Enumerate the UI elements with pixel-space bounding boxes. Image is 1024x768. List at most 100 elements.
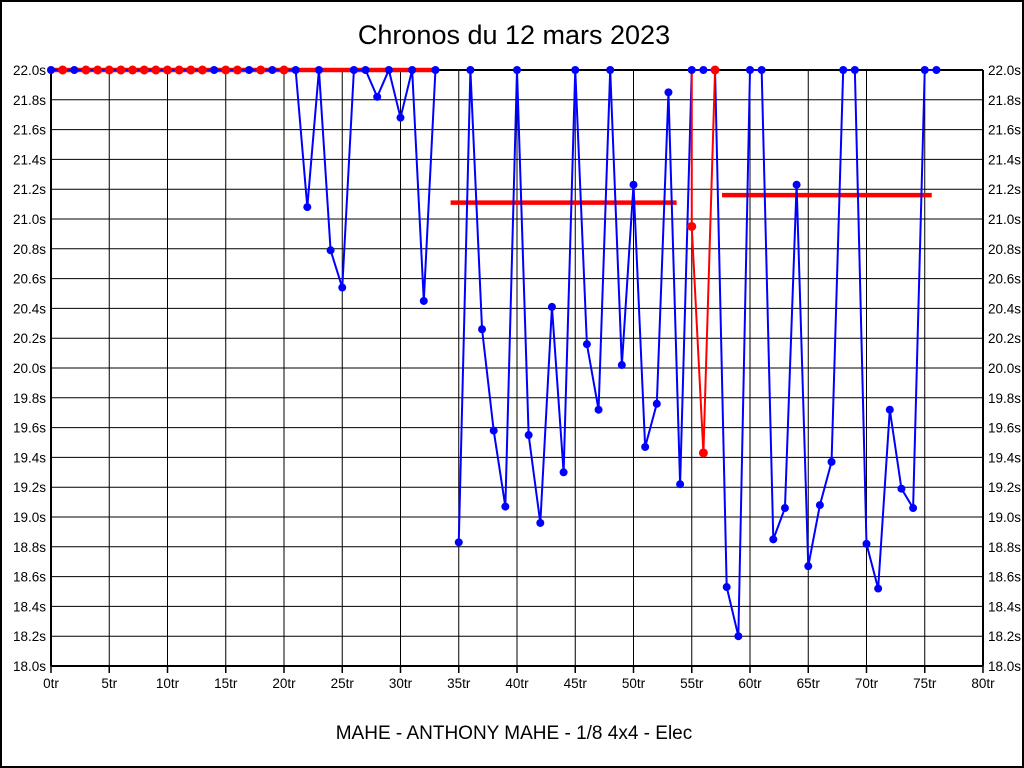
lap-point bbox=[501, 502, 510, 511]
lap-point bbox=[815, 501, 824, 510]
red-top-marker bbox=[116, 65, 126, 75]
y-axis-label-right: 19.4s bbox=[988, 450, 1021, 465]
red-top-marker bbox=[58, 65, 68, 75]
x-axis-label: 65tr bbox=[797, 676, 821, 691]
y-axis-label-right: 19.8s bbox=[988, 391, 1021, 406]
red-top-marker bbox=[81, 65, 91, 75]
chart-footer: MAHE - ANTHONY MAHE - 1/8 4x4 - Elec bbox=[335, 723, 693, 744]
lap-point bbox=[629, 180, 638, 189]
lap-point bbox=[466, 66, 475, 74]
y-axis-label-left: 20.8s bbox=[13, 242, 46, 257]
lap-point bbox=[687, 66, 696, 74]
y-axis-label-left: 18.8s bbox=[13, 540, 46, 555]
y-axis-label-right: 19.2s bbox=[988, 480, 1021, 495]
lap-point bbox=[699, 66, 708, 74]
lap-point bbox=[536, 518, 545, 527]
y-axis-label-left: 18.0s bbox=[13, 659, 46, 674]
y-axis-label-left: 18.2s bbox=[13, 629, 46, 644]
lap-times-run-2-line bbox=[457, 69, 937, 637]
y-axis-label-right: 20.6s bbox=[988, 272, 1021, 287]
x-axis-label: 15tr bbox=[214, 676, 238, 691]
lap-point bbox=[582, 340, 591, 349]
red-top-marker bbox=[151, 65, 161, 75]
y-axis-label-right: 19.0s bbox=[988, 510, 1021, 525]
lap-point bbox=[326, 246, 335, 255]
red-lap-point bbox=[687, 221, 697, 231]
lap-point bbox=[489, 426, 498, 435]
x-axis-label: 35tr bbox=[447, 676, 471, 691]
lap-point bbox=[676, 480, 685, 489]
y-axis-label-left: 20.4s bbox=[13, 301, 46, 316]
x-axis-label: 75tr bbox=[913, 676, 937, 691]
x-axis-label: 70tr bbox=[855, 676, 879, 691]
y-axis-label-left: 19.8s bbox=[13, 391, 46, 406]
lap-point bbox=[291, 66, 300, 74]
lap-point bbox=[804, 562, 813, 571]
lap-point bbox=[408, 66, 417, 74]
y-axis-label-right: 18.8s bbox=[988, 540, 1021, 555]
red-top-marker bbox=[186, 65, 196, 75]
lap-point bbox=[734, 632, 743, 641]
x-axis-label: 30tr bbox=[389, 676, 413, 691]
red-top-marker bbox=[232, 65, 242, 75]
lap-point bbox=[722, 583, 731, 592]
lap-point bbox=[571, 66, 580, 74]
lap-point bbox=[769, 535, 778, 544]
y-axis-label-right: 21.4s bbox=[988, 152, 1021, 167]
lap-point bbox=[524, 431, 533, 440]
lap-point bbox=[792, 180, 801, 189]
lap-point bbox=[594, 405, 603, 414]
red-top-marker bbox=[163, 65, 172, 75]
chart-title: Chronos du 12 mars 2023 bbox=[357, 20, 671, 50]
red-top-marker bbox=[93, 65, 103, 75]
lap-point bbox=[396, 113, 405, 122]
y-axis-label-left: 18.4s bbox=[13, 599, 46, 614]
y-axis-label-left: 20.2s bbox=[13, 331, 46, 346]
y-axis-label-right: 19.6s bbox=[988, 421, 1021, 436]
y-axis-label-left: 19.6s bbox=[13, 421, 46, 436]
lap-point bbox=[478, 325, 487, 334]
lap-point bbox=[419, 296, 428, 305]
lap-point bbox=[338, 283, 347, 292]
y-axis-label-right: 20.4s bbox=[988, 301, 1021, 316]
lap-point bbox=[606, 66, 615, 74]
y-axis-label-left: 20.0s bbox=[13, 361, 46, 376]
lap-point bbox=[885, 405, 894, 414]
lap-point bbox=[373, 92, 382, 101]
lap-point bbox=[303, 203, 312, 212]
red-top-marker bbox=[221, 65, 231, 75]
red-lap-point bbox=[698, 448, 708, 458]
y-axis-label-left: 22.0s bbox=[13, 63, 46, 78]
lap-point bbox=[757, 66, 766, 74]
lap-point bbox=[431, 66, 440, 74]
red-top-marker bbox=[128, 65, 138, 75]
red-top-marker bbox=[256, 65, 266, 75]
y-axis-label-left: 20.6s bbox=[13, 272, 46, 287]
y-axis-label-right: 18.4s bbox=[988, 599, 1021, 614]
y-axis-label-right: 20.0s bbox=[988, 361, 1021, 376]
lap-point bbox=[559, 468, 568, 477]
lap-point bbox=[70, 66, 79, 74]
lap-point bbox=[454, 538, 463, 547]
lap-point bbox=[513, 66, 521, 74]
red-top-marker bbox=[174, 65, 184, 75]
y-axis-label-right: 18.6s bbox=[988, 570, 1021, 585]
y-axis-label-right: 21.0s bbox=[988, 212, 1021, 227]
y-axis-label-right: 18.2s bbox=[988, 629, 1021, 644]
y-axis-label-left: 21.0s bbox=[13, 212, 46, 227]
red-top-marker bbox=[139, 65, 149, 75]
lap-point bbox=[617, 361, 626, 370]
lap-point bbox=[920, 66, 929, 74]
lap-point bbox=[897, 484, 906, 493]
x-axis-label: 45tr bbox=[564, 676, 588, 691]
y-axis-label-right: 22.0s bbox=[988, 63, 1021, 78]
lap-point bbox=[547, 302, 556, 311]
lap-point bbox=[850, 66, 859, 74]
lap-point bbox=[664, 88, 673, 97]
lap-point bbox=[384, 66, 393, 74]
lap-point bbox=[641, 442, 650, 451]
x-axis-label: 55tr bbox=[680, 676, 704, 691]
lap-point bbox=[932, 66, 941, 74]
y-axis-label-right: 21.2s bbox=[988, 182, 1021, 197]
